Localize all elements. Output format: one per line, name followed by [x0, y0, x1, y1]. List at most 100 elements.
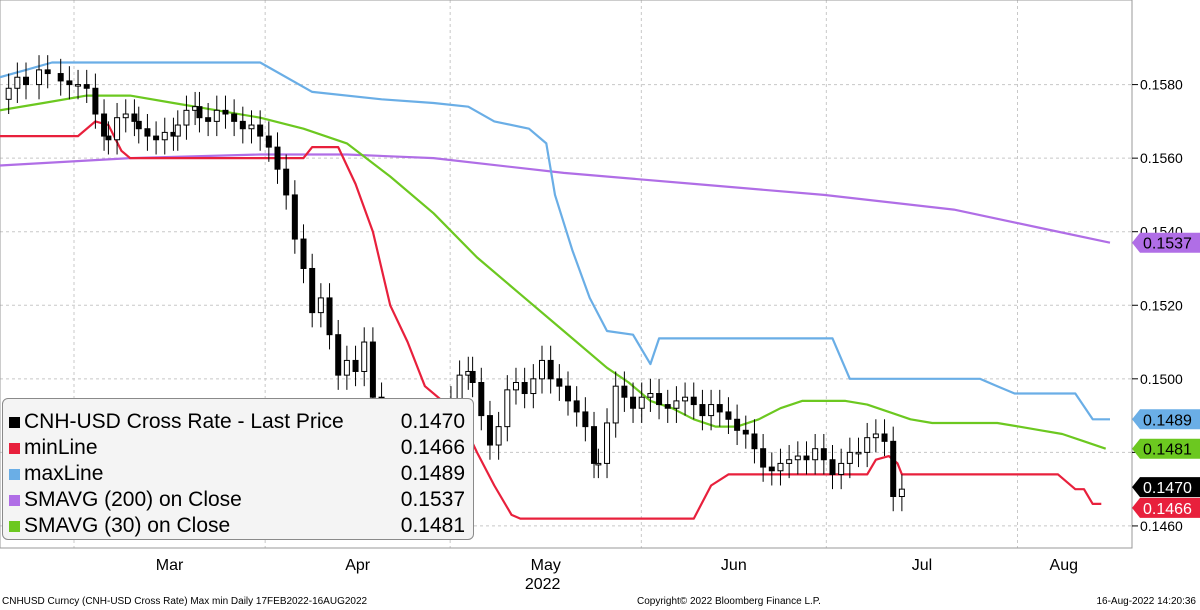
candle-body [673, 400, 680, 409]
value-tag-marker [1132, 409, 1200, 430]
candle-body [829, 459, 836, 475]
candle-body [222, 109, 229, 115]
candle-body [864, 437, 871, 453]
candle-body [239, 120, 246, 130]
candle-body [690, 396, 697, 406]
legend-value: 0.1537 [400, 488, 465, 511]
candle-body [131, 113, 138, 122]
y-tick-label: 0.1500 [1140, 371, 1183, 387]
series-line-maxline [0, 61, 1110, 421]
candle-body [504, 389, 511, 428]
candle-body [768, 466, 775, 472]
candle-body [855, 451, 862, 455]
candle-body [734, 418, 741, 431]
value-tag-marker [1132, 497, 1200, 518]
candle-body [352, 359, 359, 372]
candle-body [283, 168, 290, 196]
value-tag-label: 0.1481 [1143, 442, 1192, 459]
legend-label: minLine [24, 436, 98, 459]
candle-body [309, 267, 316, 314]
candle-body [174, 124, 181, 137]
value-tag-label: 0.1537 [1143, 236, 1192, 253]
legend-entry-maxline: maxLine 0.1489 [9, 461, 465, 487]
legend-label: SMAVG (30) on Close [24, 514, 231, 537]
candle-body [213, 109, 220, 122]
candle-body [75, 84, 82, 87]
candle-body [369, 341, 376, 398]
candle-body [708, 404, 715, 417]
y-tick-label: 0.1560 [1140, 150, 1183, 166]
candle-body [135, 120, 142, 130]
candle-body [521, 381, 528, 395]
candle-body [101, 113, 108, 137]
candle-body [257, 124, 264, 137]
legend-entry-minline: minLine 0.1466 [9, 435, 465, 461]
candle-body [231, 113, 238, 122]
candle-body [777, 462, 784, 472]
y-tick-label: 0.1580 [1140, 77, 1183, 93]
candle-body [898, 488, 905, 498]
candle-body [205, 117, 212, 122]
value-tag-marker [1132, 477, 1200, 498]
legend-label: maxLine [24, 462, 104, 485]
candle-body [725, 411, 732, 420]
candle-body [881, 433, 888, 442]
candle-body [196, 106, 203, 119]
footer-copyright: Copyright© 2022 Bloomberg Finance L.P. [637, 596, 821, 607]
candle-body [682, 396, 689, 402]
candle-body [495, 426, 502, 446]
legend-entry-smavg200: SMAVG (200) on Close 0.1537 [9, 487, 465, 513]
value-tag-label: 0.1470 [1143, 480, 1192, 497]
y-tick-label: 0.1520 [1140, 297, 1183, 313]
legend-swatch-maxline [9, 468, 20, 480]
value-tag-label: 0.1489 [1143, 412, 1192, 429]
x-tick-label: Aug [1050, 557, 1078, 574]
candle-body [604, 422, 611, 464]
candle-body [547, 359, 554, 380]
candle-body [656, 393, 663, 406]
x-year-label: 2022 [525, 576, 561, 593]
value-tag-marker [1132, 232, 1200, 253]
candle-body [57, 73, 64, 82]
candle-body [803, 455, 810, 461]
candle-body [820, 448, 827, 461]
candle-body [760, 448, 767, 468]
legend-value: 0.1466 [400, 436, 465, 459]
plot-border [0, 0, 1133, 549]
candle-body [326, 297, 333, 336]
x-tick-label: Mar [156, 557, 184, 574]
value-tag-label: 0.1466 [1143, 501, 1192, 518]
candle-body [248, 124, 255, 130]
candle-body [582, 411, 589, 428]
candle-body [486, 415, 493, 446]
candle-body [153, 135, 160, 141]
candle-body [630, 396, 637, 409]
candle-body [794, 455, 801, 461]
candle-body [556, 378, 563, 387]
candle-body [786, 459, 793, 464]
candle-body [664, 404, 671, 409]
candle-body [595, 462, 602, 466]
candle-body [161, 131, 168, 141]
candle-body [300, 238, 307, 269]
candle-body [361, 341, 368, 372]
candle-body [565, 385, 572, 402]
x-tick-label: Jun [721, 557, 747, 574]
footer-timestamp: 16-Aug-2022 14:20:36 [1096, 596, 1196, 607]
value-tag-marker [1132, 438, 1200, 459]
candle-body [538, 359, 545, 380]
legend-entry-smavg30: SMAVG (30) on Close 0.1481 [9, 513, 465, 539]
candle-body [183, 109, 190, 126]
candle-body [291, 194, 298, 240]
legend-entry-last-price: CNH-USD Cross Rate - Last Price 0.1470 [9, 409, 465, 435]
y-tick-label: 0.1460 [1140, 518, 1183, 534]
candle-body [66, 80, 73, 86]
candle-body [846, 451, 853, 464]
candle-body [890, 440, 897, 498]
legend-swatch-minline [9, 442, 20, 454]
candle-body [638, 396, 645, 409]
candle-body [144, 128, 151, 137]
candle-body [812, 448, 819, 461]
candle-body [621, 385, 628, 398]
candle-body [83, 84, 90, 89]
